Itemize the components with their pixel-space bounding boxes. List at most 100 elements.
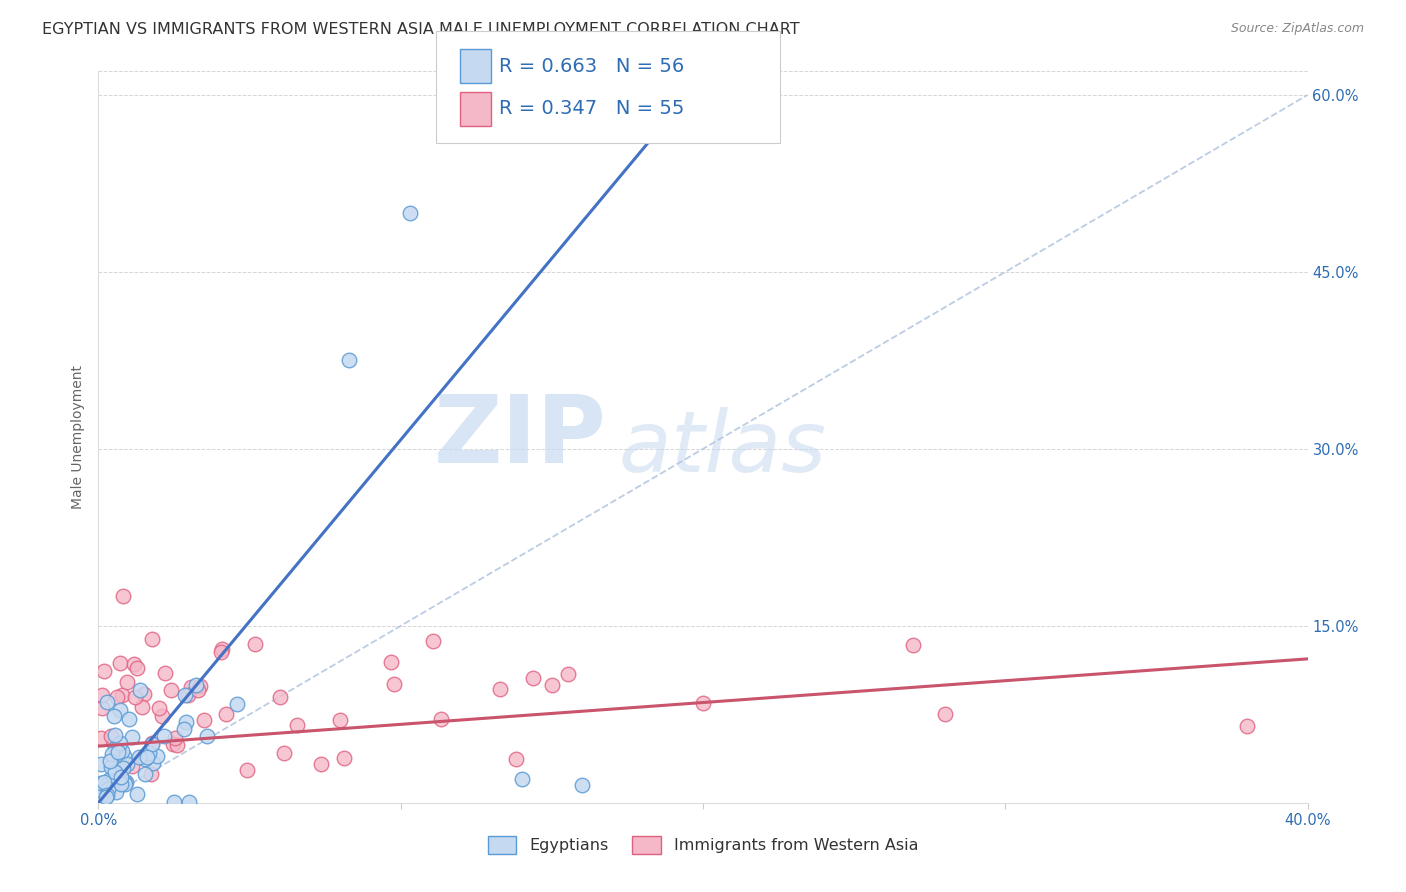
Point [111, 590, 134, 604]
Text: R = 0.663   N = 56: R = 0.663 N = 56 [499, 56, 685, 76]
Point [108, 657, 131, 671]
Point [934, 707, 956, 722]
Point [177, 688, 200, 702]
Point [160, 683, 183, 698]
Point [112, 774, 135, 789]
Point [522, 672, 544, 686]
Point [166, 738, 188, 752]
Point [128, 749, 150, 764]
Point [148, 701, 170, 715]
Point [104, 764, 127, 779]
Text: ZIP: ZIP [433, 391, 606, 483]
Point [90, 757, 112, 772]
Point [110, 777, 132, 791]
Point [243, 637, 266, 651]
Point [103, 708, 125, 723]
Point [329, 713, 352, 727]
Text: R = 0.347   N = 55: R = 0.347 N = 55 [499, 99, 685, 119]
Point [128, 683, 150, 698]
Point [309, 757, 332, 772]
Point [127, 787, 149, 801]
Point [108, 750, 131, 764]
Point [110, 736, 132, 750]
Point [165, 731, 187, 746]
Point [195, 729, 218, 743]
Point [90, 779, 112, 793]
Point [91, 688, 114, 702]
Point [215, 706, 238, 721]
Point [111, 744, 134, 758]
Point [117, 675, 139, 690]
Point [190, 679, 212, 693]
Point [285, 718, 308, 732]
Point [94, 789, 117, 804]
Point [380, 655, 402, 669]
Point [571, 778, 593, 792]
Point [90, 776, 112, 790]
Point [91, 701, 114, 715]
Point [174, 714, 197, 729]
Point [111, 688, 134, 702]
Point [179, 795, 201, 809]
Point [150, 709, 173, 723]
Point [111, 761, 134, 775]
Point [134, 752, 156, 766]
Point [93, 775, 115, 789]
Point [163, 795, 186, 809]
Point [510, 772, 533, 787]
Point [139, 766, 162, 780]
Point [97, 782, 120, 797]
Point [136, 750, 159, 764]
Point [540, 678, 562, 692]
Point [557, 666, 579, 681]
Point [117, 756, 139, 771]
Point [125, 661, 148, 675]
Point [901, 638, 924, 652]
Point [90, 783, 112, 797]
Point [104, 740, 127, 755]
Point [114, 777, 136, 791]
Point [273, 746, 295, 760]
Point [110, 703, 132, 717]
Point [100, 760, 122, 774]
Point [90, 731, 112, 746]
Point [110, 770, 132, 784]
Point [124, 690, 146, 704]
Point [1236, 719, 1258, 733]
Point [141, 632, 163, 647]
Point [141, 736, 163, 750]
Point [146, 749, 169, 764]
Point [153, 729, 176, 743]
Point [382, 677, 405, 691]
Point [398, 206, 420, 220]
Point [112, 748, 135, 763]
Point [236, 764, 259, 778]
Point [131, 699, 153, 714]
Text: EGYPTIAN VS IMMIGRANTS FROM WESTERN ASIA MALE UNEMPLOYMENT CORRELATION CHART: EGYPTIAN VS IMMIGRANTS FROM WESTERN ASIA… [42, 22, 800, 37]
Point [115, 775, 138, 789]
Point [184, 678, 207, 692]
Point [121, 759, 143, 773]
Point [105, 690, 128, 704]
Point [121, 731, 143, 745]
Point [104, 728, 127, 742]
Point [122, 657, 145, 671]
Point [138, 747, 160, 761]
Text: atlas: atlas [619, 407, 827, 490]
Point [187, 683, 209, 698]
Point [118, 712, 141, 726]
Point [173, 722, 195, 736]
Point [98, 754, 121, 768]
Point [692, 696, 714, 710]
Point [141, 737, 163, 751]
Point [104, 784, 127, 798]
Point [96, 695, 118, 709]
Point [209, 645, 232, 659]
Point [100, 729, 122, 743]
Point [155, 665, 177, 680]
Point [422, 634, 444, 648]
Point [430, 712, 453, 726]
Point [193, 713, 215, 727]
Y-axis label: Male Unemployment: Male Unemployment [72, 365, 86, 509]
Point [134, 687, 156, 701]
